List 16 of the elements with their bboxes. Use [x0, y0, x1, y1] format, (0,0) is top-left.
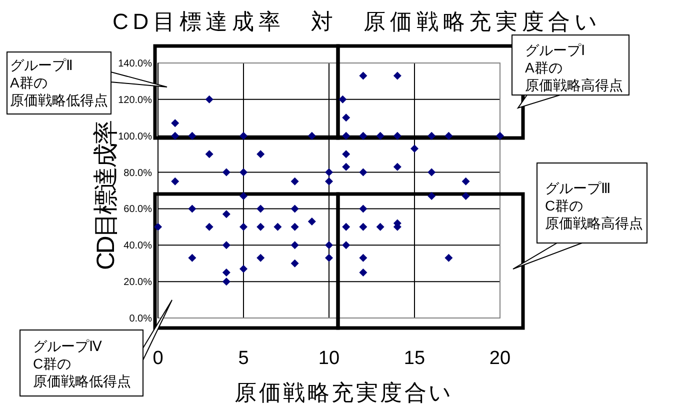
y-tick-label: 0.0%	[129, 314, 152, 324]
y-tick-label: 40.0%	[124, 240, 152, 252]
y-tick-label: 20.0%	[124, 277, 152, 288]
x-tick-label: 20	[489, 348, 511, 369]
x-axis-title: 原価戦略充実度合い	[234, 380, 452, 405]
x-tick-label: 0	[152, 348, 164, 369]
y-tick-label: 60.0%	[124, 204, 152, 216]
y-tick-label: 120.0%	[118, 94, 152, 106]
x-tick-label: 15	[404, 348, 426, 369]
x-tick-label: 5	[238, 348, 249, 369]
y-tick-label: 80.0%	[124, 168, 152, 179]
y-tick-label: 140.0%	[118, 58, 152, 70]
y-tick-label: 100.0%	[118, 131, 152, 142]
chart-title: CD目標達成率 対 原価戦略充実度合い	[112, 9, 598, 34]
x-tick-label: 10	[318, 348, 340, 369]
y-axis-title: CD目標達成率	[92, 120, 120, 270]
